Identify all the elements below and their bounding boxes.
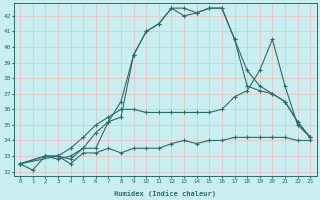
X-axis label: Humidex (Indice chaleur): Humidex (Indice chaleur) xyxy=(114,190,216,197)
